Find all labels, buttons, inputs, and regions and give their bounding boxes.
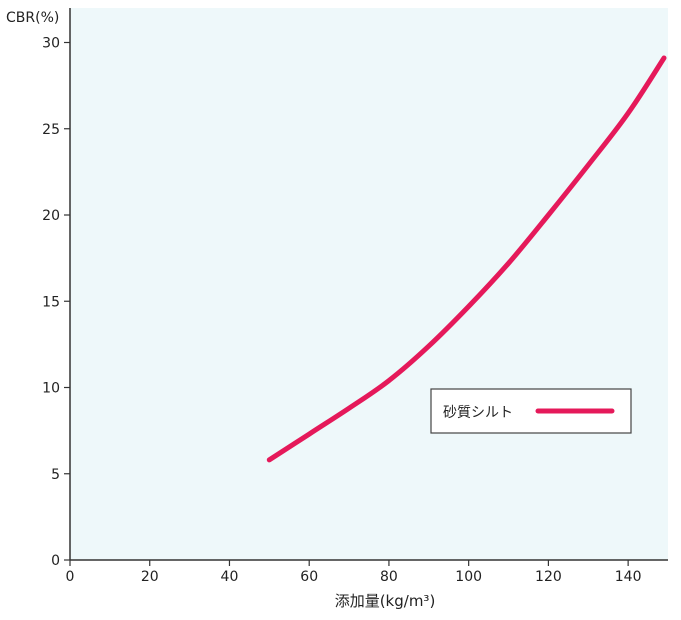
y-tick-label: 15 [42,294,60,310]
x-tick-label: 40 [221,569,239,585]
y-tick-label: 5 [51,467,60,483]
plot-area [70,8,668,560]
series-layer [266,55,667,463]
x-tick-label: 20 [141,569,159,585]
y-tick-label: 10 [42,381,60,397]
y-tick-label: 25 [42,122,60,138]
x-tick-label: 60 [300,569,318,585]
y-axis-label: CBR(%) [6,10,59,26]
x-tick-label: 120 [535,569,562,585]
plot-background [70,8,668,560]
x-tick-label: 100 [455,569,482,585]
x-tick-label: 80 [380,569,398,585]
y-tick-label: 30 [42,36,60,52]
series-line [266,55,667,463]
y-tick-label: 20 [42,208,60,224]
axes: 0 5 10 15 20 25 30 0 20 40 60 80 100 120 140 [42,8,668,585]
y-tick-label: 0 [51,553,60,569]
x-tick-label: 0 [66,569,75,585]
x-tick-label: 140 [615,569,642,585]
legend: 砂質シルト [430,388,632,434]
x-axis-label: 添加量(kg/m³) [335,592,436,610]
legend-label: 砂質シルト [443,405,513,421]
